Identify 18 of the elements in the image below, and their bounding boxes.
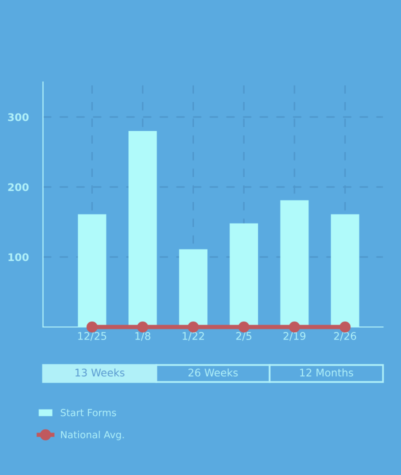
legend-label: National Avg.: [61, 430, 124, 440]
bar: [128, 131, 157, 327]
text: 12 Months: [300, 368, 354, 377]
x-tick-label: 1/8: [135, 332, 150, 341]
bar: [230, 223, 258, 327]
y-tick-label: 100: [8, 253, 29, 262]
x-tick-label: 12/25: [78, 332, 106, 341]
legend-label: Start Forms: [60, 408, 116, 416]
bar: [280, 200, 309, 327]
y-tick-label: 300: [8, 113, 29, 122]
x-tick-label: 2/5: [236, 332, 252, 341]
x-tick-label: 1/22: [182, 332, 204, 341]
text: 13 Weeks: [76, 368, 124, 377]
x-tick-label: 2/19: [284, 332, 306, 341]
text: 26 Weeks: [188, 368, 238, 377]
x-tick-label: 2/26: [334, 332, 356, 341]
y-tick-label: 200: [8, 183, 29, 192]
bar: [179, 249, 208, 327]
